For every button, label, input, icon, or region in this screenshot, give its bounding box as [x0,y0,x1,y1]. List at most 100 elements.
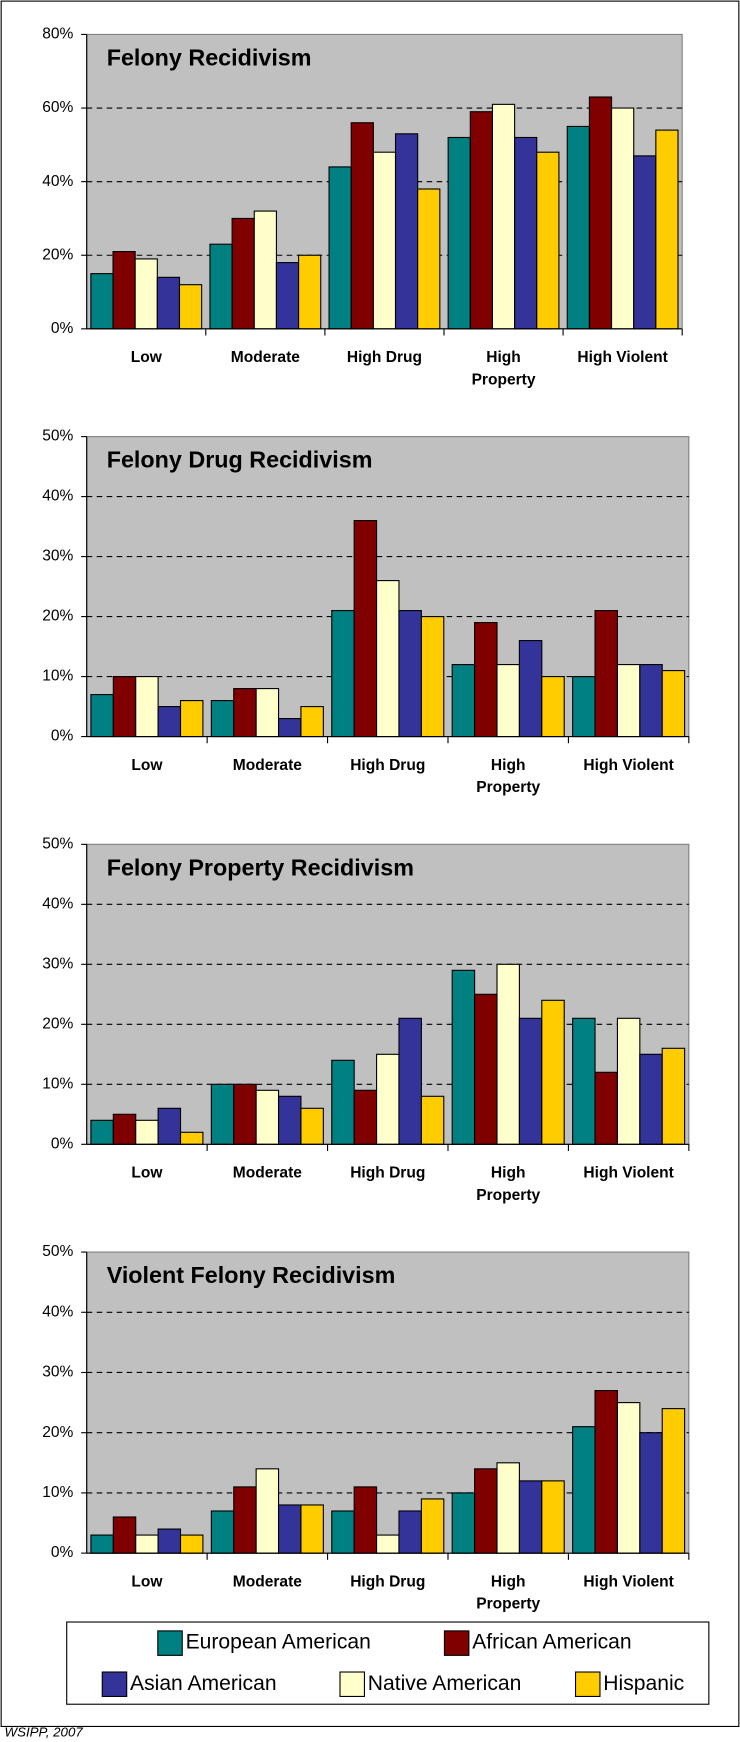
bar [179,1534,204,1554]
bar [469,111,494,330]
bar [594,1390,618,1554]
bar [655,129,679,330]
bar [417,188,441,330]
bar [298,254,322,330]
bar [496,664,520,738]
y-tick-label: 20% [42,1015,73,1032]
bar [179,700,204,738]
source-note: WSIPP, 2007 [4,1724,83,1739]
bar [633,155,657,330]
bar [157,1528,182,1554]
y-tick-label: 0% [51,320,74,337]
bar [572,1017,596,1145]
y-tick-label: 30% [42,548,73,565]
chart-title: Felony Property Recidivism [107,854,414,880]
x-tick-label: Moderate [233,757,302,774]
x-tick-label: Moderate [233,1165,302,1182]
x-tick-label: High Drug [347,349,422,366]
x-tick-label: High Violent [583,757,673,774]
bar [353,1486,378,1554]
x-tick-label: High Property [472,349,536,388]
bar [157,1107,182,1145]
y-tick-label: 10% [42,1484,73,1501]
bar [112,251,136,330]
bar [210,1510,235,1554]
bar [277,1504,302,1554]
bar [253,210,277,330]
y-tick-label: 40% [42,895,73,912]
bar [233,1486,257,1554]
chart-title: Felony Drug Recidivism [107,447,373,473]
bar [210,1083,235,1145]
y-tick-label: 20% [42,246,73,263]
bar [277,718,302,738]
legend-swatch [157,1630,183,1656]
bar [420,1498,445,1554]
bar [474,993,498,1145]
bar [210,700,235,738]
bar [474,622,498,738]
bar [135,1119,159,1145]
bar [639,1053,663,1145]
bar [420,1095,445,1145]
bar [639,664,663,738]
y-tick-label: 40% [42,1303,73,1320]
y-tick-label: 30% [42,955,73,972]
legend-swatch [339,1671,366,1698]
y-tick-label: 80% [42,26,73,43]
bar [300,706,324,738]
bar [135,1534,159,1554]
bar [275,262,300,330]
bar [474,1468,498,1554]
bar [447,136,471,330]
y-tick-label: 50% [42,1243,73,1260]
legend-swatch [101,1671,128,1698]
bar [398,1510,422,1554]
bar [350,122,374,330]
bar [331,1510,355,1554]
bar [594,1071,618,1145]
y-tick-label: 10% [42,1075,73,1092]
bar [179,1131,204,1145]
bar [112,1516,137,1554]
bar [451,664,476,738]
x-tick-label: High Drug [350,1573,425,1590]
bar [541,999,565,1145]
y-tick-label: 30% [42,1364,73,1381]
bar [376,1534,400,1554]
y-tick-label: 0% [51,1135,74,1152]
bar [572,1426,596,1554]
bar [491,103,516,330]
bar [639,1432,663,1554]
y-tick-label: 20% [42,608,73,625]
bar [420,616,445,738]
bar [616,1402,641,1554]
legend-label: African American [472,1631,631,1654]
bar [90,273,114,330]
bar [588,96,613,330]
bar [255,1468,280,1554]
bar [90,694,114,738]
bar [300,1107,324,1145]
y-tick-label: 50% [42,835,73,852]
bar [112,1113,137,1145]
legend-swatch [443,1630,470,1656]
x-tick-label: High Property [476,757,540,796]
bar [541,676,565,738]
bar [518,640,543,738]
bar [328,166,352,330]
bar [514,136,538,330]
bar [209,243,233,330]
chart-title: Violent Felony Recidivism [107,1262,396,1288]
bar [496,1462,520,1554]
bar [518,1017,543,1145]
bar [233,688,257,738]
bar [518,1480,543,1554]
bar [496,963,520,1145]
bar [255,1089,280,1145]
bar [661,670,686,738]
y-tick-label: 0% [51,728,74,745]
x-tick-label: High Property [476,1573,540,1612]
legend-label: Asian American [130,1672,277,1695]
